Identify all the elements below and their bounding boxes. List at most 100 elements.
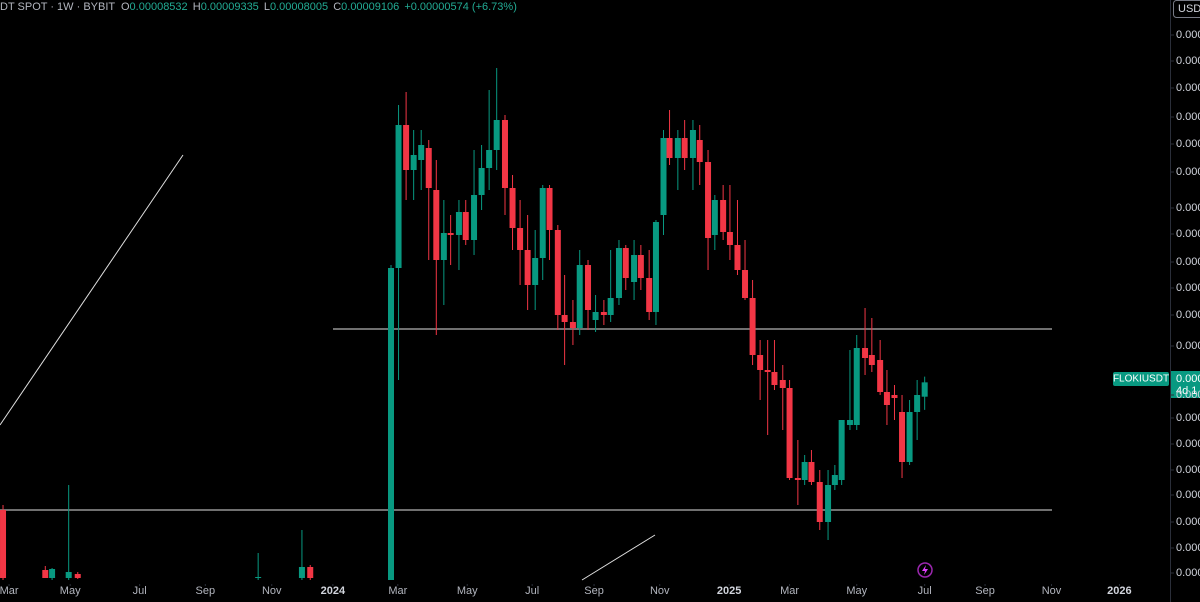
y-tick-label: 0.000 [1176,542,1200,554]
currency-button[interactable] [1173,0,1200,18]
alert-icon[interactable] [917,562,933,578]
candle-body [660,138,667,215]
y-tick-label: 0.000 [1176,55,1200,67]
candle-body [705,162,712,238]
x-tick-label: May [60,585,81,597]
candle-body [478,168,485,195]
candle-body [816,482,823,522]
x-tick-label: May [457,585,478,597]
candle-body [749,298,756,355]
candle-body [592,312,599,320]
candle-body [779,380,786,388]
candle-body [615,248,622,298]
y-tick-label: 0.000 [1176,228,1200,240]
candle-body [862,348,869,358]
candle-body [891,395,898,398]
x-tick-label: Sep [196,585,216,597]
candle-body [517,228,524,250]
candle-body [49,569,56,578]
x-tick-label: Jul [918,585,932,597]
candle-body [631,255,638,282]
y-tick-label: 0.000 [1176,138,1200,150]
candle-body [493,120,500,150]
candle-body [425,148,432,188]
c-label: C [333,1,341,13]
o-value: 0.00008532 [130,1,188,13]
legend-header: DT SPOT · 1W · BYBIT O0.00008532 H0.0000… [0,1,517,13]
x-tick-label: 2026 [1107,585,1131,597]
candle-body [794,478,801,480]
candle-body [831,475,838,485]
candle-body [808,462,815,482]
candle-body [403,125,410,170]
currency[interactable]: USD [1178,3,1200,15]
l-value: 0.00008005 [270,1,328,13]
candle-body [532,258,539,285]
y-tick-label: 0.000 [1176,438,1200,450]
candle-body [622,248,629,278]
candle-body [607,298,614,315]
candle-body [539,188,546,258]
x-tick-label: Jul [525,585,539,597]
candle-body [524,250,531,285]
y-tick-label: 0.000 [1176,464,1200,476]
l-label: L [264,1,270,13]
candle-body [561,315,568,322]
candle-body [801,462,808,480]
candle-body [569,322,576,328]
candle-body [771,372,778,385]
candle-body [440,233,447,260]
candle-body [868,355,875,365]
candle-body [298,567,305,578]
trend-line [581,534,656,581]
candle-body [846,420,853,425]
y-tick-label: 0.000 [1176,309,1200,321]
x-tick-label: Sep [584,585,604,597]
y-tick-label: 0.000 [1176,340,1200,352]
x-tick-label: Mar [388,585,407,597]
trend-line [0,154,184,426]
y-tick-label: 0.000 [1176,111,1200,123]
x-tick-label: May [846,585,867,597]
candle-body [600,312,607,315]
candle-body [410,155,417,170]
alert-bolt [922,565,928,575]
candle-body [486,150,493,168]
candle-body [462,212,469,240]
candle-body [554,230,561,315]
candle-body [65,572,72,578]
candle-body [696,140,703,162]
candle-body [825,485,832,522]
candle-body [395,125,402,268]
candle-body [509,188,516,228]
candle-body [471,195,478,240]
x-tick-label: Nov [262,585,282,597]
candle-body [689,130,696,158]
candle-body [646,278,653,312]
x-tick-label: Jul [133,585,147,597]
y-tick-label: 0.000 [1176,412,1200,424]
candle-body [576,265,583,328]
candle-body [906,412,913,462]
candle-body [42,570,49,578]
candle-body [546,188,553,230]
y-tick-label: 0.000 [1176,282,1200,294]
x-tick-label: 2025 [717,585,741,597]
candle-body [307,567,314,578]
h-value: 0.00009335 [201,1,259,13]
candle-body [681,138,688,158]
candle-body [877,360,884,392]
candle-body [734,245,741,270]
price-tag-text: 0.000 [1176,373,1200,385]
y-tick-label: 0.000 [1176,489,1200,501]
candle-body [742,270,749,298]
candle-body [711,200,718,235]
candle-body [726,232,733,245]
x-tick-label: Mar [780,585,799,597]
candle-body [853,348,860,425]
change: +0.00000574 (+6.73%) [404,1,517,13]
candle-body [637,255,644,278]
x-tick-label: Nov [1042,585,1062,597]
